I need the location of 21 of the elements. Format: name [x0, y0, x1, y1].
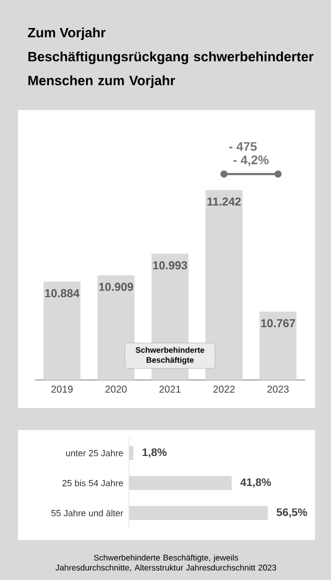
y-tick-label: unter 25 Jahre	[66, 450, 123, 456]
text: - 4,2%	[233, 156, 269, 166]
x-tick-label: 2019	[51, 386, 73, 393]
data-label: 10.767	[261, 319, 296, 328]
data-label: 10.993	[153, 261, 188, 270]
data-label: 41,8%	[240, 478, 271, 488]
data-label: 10.909	[99, 282, 134, 291]
data-label: 56,5%	[276, 508, 308, 518]
x-tick-label: 2020	[105, 386, 127, 393]
text: - 475	[229, 142, 257, 151]
text: Schwerbehinderte Beschäftigte, jeweils Jahresdurchschnitte, Altersstruktur Jahresdurchschnitt 2023	[56, 554, 276, 572]
data-label: 11.242	[208, 198, 241, 206]
data-label: 1,8%	[142, 448, 167, 458]
x-tick-label: 2023	[267, 386, 289, 393]
chart-subtitle: Beschäftigungsrückgang schwerbehinderter Menschen zum Vorjahr	[28, 52, 314, 88]
y-tick-label: 25 bis 54 Jahre	[62, 480, 123, 486]
data-label: 10.884	[45, 289, 80, 298]
chart-title: Zum Vorjahr	[28, 28, 106, 40]
y-tick-label: 55 Jahre und älter	[51, 510, 124, 516]
x-tick-label: 2021	[159, 386, 181, 393]
x-tick-label: 2022	[213, 386, 235, 393]
